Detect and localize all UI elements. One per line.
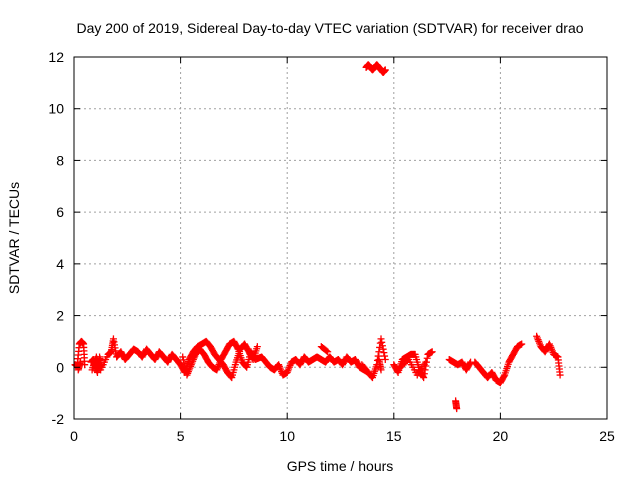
grid	[74, 57, 607, 419]
data-point	[377, 366, 385, 374]
data-point	[420, 374, 428, 382]
data-point	[379, 345, 387, 353]
data-point	[323, 347, 331, 355]
data-point	[518, 340, 526, 348]
data-point	[378, 342, 386, 350]
data-point	[375, 348, 383, 356]
data-point	[233, 344, 241, 352]
x-tick-label: 10	[279, 428, 295, 444]
data-point	[381, 356, 389, 364]
data-point	[179, 356, 187, 364]
y-tick-label: 4	[56, 256, 64, 272]
x-tick-label: 5	[177, 428, 185, 444]
y-axis-ticks: -2 0 2 4 6 8 10 12	[48, 49, 607, 427]
y-tick-label: 8	[56, 152, 64, 168]
chart-title: Day 200 of 2019, Sidereal Day-to-day VTE…	[76, 20, 583, 36]
y-tick-label: 6	[56, 204, 64, 220]
x-tick-label: 25	[599, 428, 615, 444]
data-point	[500, 372, 508, 380]
data-point	[556, 371, 564, 379]
y-tick-label: 2	[56, 308, 64, 324]
y-tick-label: 0	[56, 359, 64, 375]
x-tick-label: 20	[493, 428, 509, 444]
y-tick-label: 10	[48, 101, 64, 117]
data-point	[179, 353, 187, 361]
data-point	[423, 354, 431, 362]
y-tick-label: -2	[52, 411, 65, 427]
x-axis-ticks: 0 5 10 15 20 25	[70, 57, 615, 444]
y-axis-label: SDTVAR / TECUs	[6, 182, 22, 294]
x-tick-label: 0	[70, 428, 78, 444]
y-tick-label: 12	[48, 49, 64, 65]
data-point	[381, 66, 389, 74]
data-point	[422, 358, 430, 366]
data-points	[71, 61, 564, 413]
data-point	[180, 359, 188, 367]
plot-frame	[73, 56, 608, 420]
data-point	[324, 348, 332, 356]
data-point	[380, 349, 388, 357]
data-point	[453, 405, 461, 413]
x-tick-label: 15	[386, 428, 402, 444]
data-point	[378, 338, 386, 346]
data-point	[363, 367, 371, 375]
data-point	[381, 352, 389, 360]
data-point	[377, 335, 385, 343]
data-point	[364, 368, 372, 376]
data-point	[374, 352, 382, 360]
data-point	[420, 370, 428, 378]
data-point	[428, 348, 436, 356]
x-axis-label: GPS time / hours	[287, 458, 394, 474]
data-point	[76, 358, 84, 366]
data-point	[253, 343, 261, 351]
